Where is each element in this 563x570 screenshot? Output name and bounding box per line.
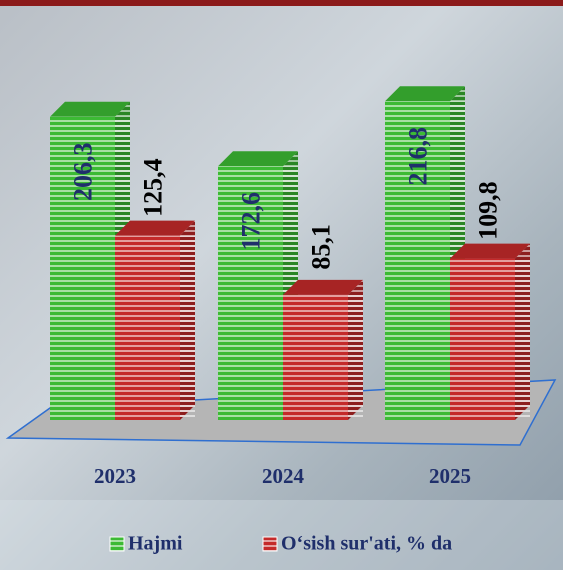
data-label: 172,6: [236, 192, 265, 251]
legend-band: [0, 500, 563, 570]
legend-label: O‘sish sur'ati, % da: [281, 533, 452, 555]
data-label: 216,8: [403, 127, 432, 186]
data-label: 206,3: [68, 142, 97, 201]
bar-top: [385, 86, 465, 102]
top-border: [0, 0, 563, 6]
legend-swatch-stripes: [263, 537, 277, 551]
bar: [283, 279, 363, 420]
bar: [450, 243, 530, 420]
bar-side-stripes: [180, 220, 195, 420]
bar-top: [283, 279, 363, 295]
legend-swatch-stripes: [110, 537, 124, 551]
data-label: 85,1: [306, 224, 335, 270]
data-label: 109,8: [473, 181, 502, 240]
legend-label: Hajmi: [128, 533, 183, 555]
x-tick-label: 2025: [429, 464, 471, 488]
bar-top: [450, 243, 530, 259]
x-tick-label: 2023: [94, 464, 136, 488]
bar-top: [115, 220, 195, 236]
data-label: 125,4: [138, 158, 167, 217]
bar-side-stripes: [515, 243, 530, 420]
bar-top: [218, 151, 298, 167]
bar-side-stripes: [348, 279, 363, 420]
bar: [115, 220, 195, 420]
bar-top: [50, 101, 130, 117]
x-tick-label: 2024: [262, 464, 305, 488]
